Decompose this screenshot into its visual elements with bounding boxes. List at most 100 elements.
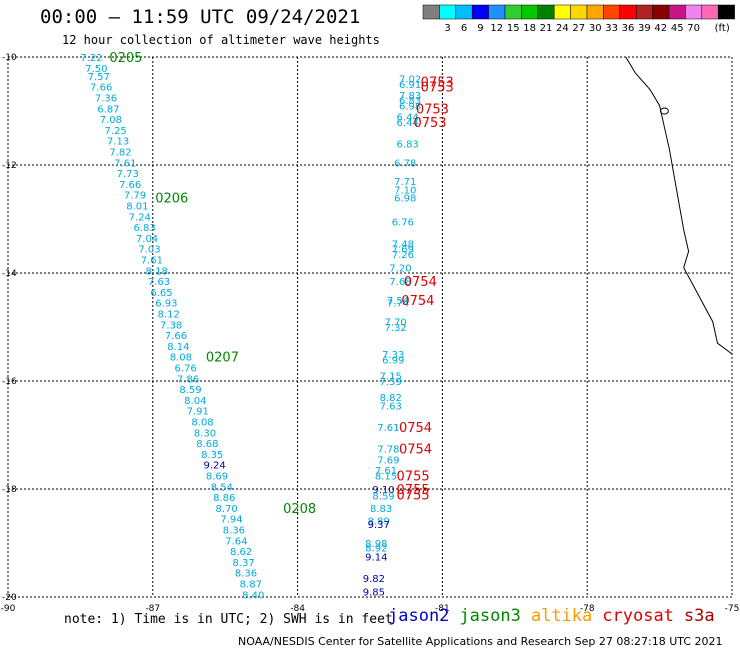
colorbar-label: 24 [556, 23, 569, 34]
x-tick-label: -75 [725, 604, 740, 614]
pass-time-label: 0753 [421, 81, 454, 96]
x-tick-label: -84 [290, 604, 305, 614]
wave-height-label: 8.86 [213, 493, 235, 504]
colorbar-swatch [717, 4, 735, 20]
wave-height-label: 7.63 [380, 401, 402, 412]
wave-height-label: 8.92 [365, 543, 387, 554]
legend-item-s3a: s3a [683, 606, 715, 626]
wave-height-label: 8.15 [375, 472, 397, 483]
wave-height-label: 7.32 [384, 323, 406, 334]
wave-height-label: 7.71 [394, 177, 416, 188]
wave-height-label: 6.76 [392, 218, 414, 229]
pass-time-label: 0205 [109, 51, 142, 66]
x-tick-label: -87 [145, 604, 160, 614]
wave-height-label: 6.98 [394, 193, 416, 204]
wave-height-label: 9.10 [372, 485, 394, 496]
wave-height-label: 7.79 [124, 191, 146, 202]
page-subtitle: 12 hour collection of altimeter wave hei… [62, 33, 380, 47]
pass-time-label: 0754 [401, 294, 434, 309]
wave-height-label: 6.44 [397, 118, 419, 129]
wave-height-label: 6.65 [150, 288, 172, 299]
wave-height-label: 7.82 [109, 148, 131, 159]
wave-height-label: 7.02 [399, 75, 421, 86]
wave-height-label: 8.30 [194, 428, 216, 439]
legend-item-altika: altika [530, 606, 593, 626]
legend-item-cryosat: cryosat [602, 606, 674, 626]
wave-height-label: 7.78 [377, 445, 399, 456]
wave-height-label: 8.82 [380, 393, 402, 404]
colorbar: 3 6 9 12 15 18 21 24 27 30 33 36 39 42 45 70 (ft) [422, 4, 735, 34]
wave-height-label: 7.66 [90, 83, 112, 94]
pass-time-label: 0754 [399, 443, 432, 458]
wave-height-label: 8.89 [368, 516, 390, 527]
pass-time-label: 0207 [206, 351, 239, 366]
footer-note: note: 1) Time is in UTC; 2) SWH is in fe… [64, 612, 393, 627]
colorbar-label: 6 [461, 23, 467, 34]
wave-height-label: 8.36 [223, 526, 245, 537]
x-tick-label: -78 [580, 604, 595, 614]
wave-height-label: 7.69 [377, 455, 399, 466]
wave-height-label: 7.61 [141, 256, 163, 267]
wave-height-label: 7.94 [220, 515, 242, 526]
y-tick-label: -14 [2, 269, 17, 279]
wave-height-label: 7.54 [387, 296, 409, 307]
wave-height-label: 8.68 [196, 439, 218, 450]
colorbar-label: 70 [687, 23, 700, 34]
wave-height-label: 9.82 [363, 574, 385, 585]
wave-height-label: 8.08 [191, 418, 213, 429]
wave-height-label: 7.66 [119, 180, 141, 191]
colorbar-label: 39 [638, 23, 651, 34]
wave-height-label: 8.54 [211, 482, 233, 493]
wave-height-label: 7.73 [117, 169, 139, 180]
wave-height-label: 7.61 [114, 158, 136, 169]
wave-height-label: 7.20 [389, 264, 411, 275]
pass-time-label: 0753 [421, 75, 454, 90]
wave-height-label: 7.25 [105, 126, 127, 137]
colorbar-label: 36 [622, 23, 635, 34]
colorbar-label: 18 [523, 23, 536, 34]
wave-height-label: 7.63 [148, 277, 170, 288]
colorbar-label: 30 [589, 23, 602, 34]
wave-height-label: 6.78 [394, 158, 416, 169]
wave-height-label: 8.37 [232, 558, 254, 569]
colorbar-label: 15 [507, 23, 520, 34]
wave-height-label: 7.64 [225, 536, 247, 547]
wave-height-label: 8.59 [372, 491, 394, 502]
colorbar-label: 21 [540, 23, 553, 34]
wave-height-label: 8.08 [170, 353, 192, 364]
wave-height-label: 8.18 [146, 266, 168, 277]
wave-height-label: 9.37 [368, 520, 390, 531]
wave-height-label: 8.01 [126, 202, 148, 213]
footer-credit: NOAA/NESDIS Center for Satellite Applica… [238, 635, 723, 648]
wave-height-label: 8.35 [201, 450, 223, 461]
wave-height-label: 7.91 [187, 407, 209, 418]
wave-height-label: 7.83 [399, 91, 421, 102]
pass-time-label: 0755 [397, 470, 430, 485]
wave-height-label: 8.83 [370, 504, 392, 515]
y-tick-label: -20 [2, 593, 17, 603]
colorbar-label: 42 [654, 23, 667, 34]
wave-height-label: 6.91 [399, 80, 421, 91]
wave-height-label: 7.61 [375, 466, 397, 477]
wave-height-label: 8.70 [216, 504, 238, 515]
pass-time-label: 0208 [283, 502, 316, 517]
page-title: 00:00 – 11:59 UTC 09/24/2021 [40, 6, 361, 28]
colorbar-label: 3 [444, 23, 450, 34]
wave-height-label: 7.38 [160, 320, 182, 331]
y-tick-label: -12 [2, 161, 17, 171]
y-tick-label: -10 [2, 53, 17, 63]
wave-height-label: 7.13 [107, 137, 129, 148]
wave-height-label: 8.40 [242, 590, 264, 601]
wave-height-label: 6.83 [397, 139, 419, 150]
wave-height-label: 7.61 [377, 423, 399, 434]
wave-height-label: 7.48 [392, 239, 414, 250]
wave-height-label: 8.69 [206, 472, 228, 483]
wave-height-label: 7.24 [129, 212, 151, 223]
pass-time-label: 0206 [155, 191, 188, 206]
pass-time-label: 0753 [413, 116, 446, 131]
wave-height-label: 7.59 [380, 377, 402, 388]
pass-time-label: 0755 [397, 488, 430, 503]
x-tick-label: -90 [1, 604, 16, 614]
wave-height-label: 7.66 [165, 331, 187, 342]
